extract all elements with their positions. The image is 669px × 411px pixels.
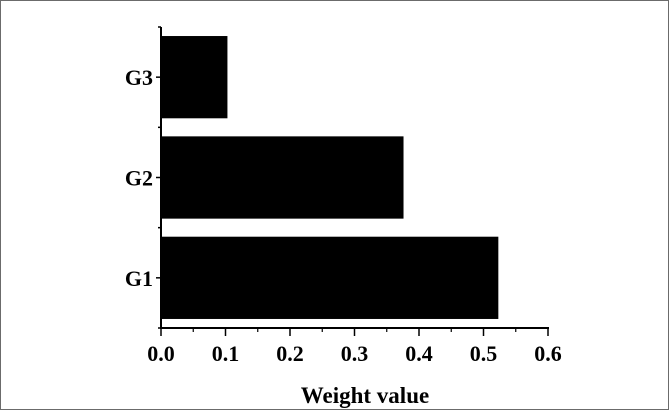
labels-group: G1 G2 G3 0.0 0.1 0.2 0.3 0.4 0.5 0.6 [125,65,562,366]
y-tick-label-g1: G1 [125,266,153,291]
x-tick-label: 0.4 [405,341,433,366]
x-tick-label: 0.5 [470,341,498,366]
x-tick-label: 0.2 [276,341,304,366]
x-tick-label: 0.3 [341,341,369,366]
x-tick-label: 0.6 [534,341,562,366]
bar-g2 [161,136,404,219]
x-tick-label: 0.1 [212,341,240,366]
x-tick-label: 0.0 [147,341,175,366]
bars-group [161,36,499,319]
x-axis-title: Weight value [301,383,429,408]
ticks-group [156,26,549,336]
y-tick-label-g3: G3 [125,65,153,90]
y-tick-label-g2: G2 [125,166,153,191]
bar-g3 [161,36,228,119]
bar-g1 [161,236,499,319]
